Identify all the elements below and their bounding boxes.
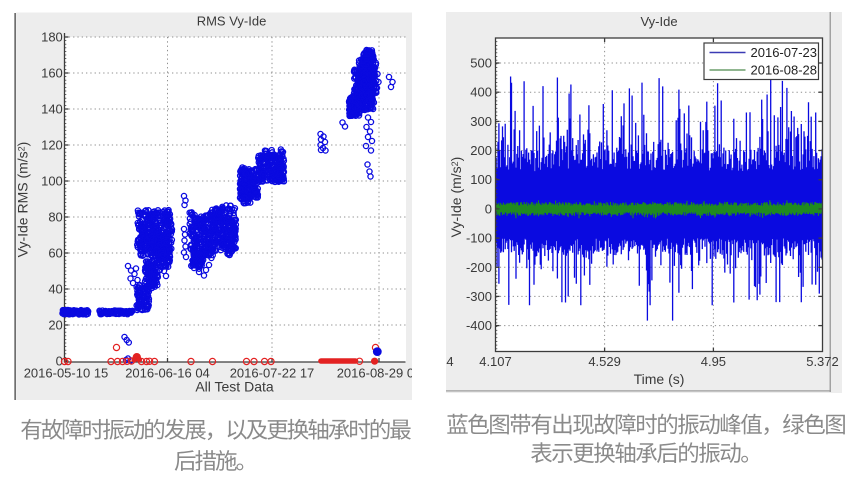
svg-text:0: 0 (56, 354, 63, 369)
svg-text:4: 4 (446, 354, 453, 369)
svg-text:Vy-Ide RMS (m/s2): Vy-Ide RMS (m/s2) (15, 142, 31, 258)
svg-text:120: 120 (41, 138, 63, 153)
svg-text:-300: -300 (466, 289, 492, 304)
svg-text:Time (s): Time (s) (634, 371, 685, 387)
svg-text:All Test Data: All Test Data (195, 379, 274, 395)
svg-text:160: 160 (41, 66, 63, 81)
svg-text:4.529: 4.529 (588, 354, 621, 369)
svg-text:2016-08-28: 2016-08-28 (751, 62, 818, 77)
svg-text:-400: -400 (466, 318, 492, 333)
svg-text:2016-05-10 15: 2016-05-10 15 (24, 366, 109, 381)
svg-text:2016-08-29 06: 2016-08-29 06 (337, 366, 422, 381)
svg-text:20: 20 (48, 318, 62, 333)
svg-text:140: 140 (41, 102, 63, 117)
svg-text:4.107: 4.107 (479, 354, 512, 369)
svg-text:-100: -100 (466, 231, 492, 246)
svg-text:500: 500 (470, 56, 492, 71)
svg-text:100: 100 (470, 172, 492, 187)
svg-text:0: 0 (485, 201, 492, 216)
svg-text:2016-07-22 17: 2016-07-22 17 (230, 366, 315, 381)
svg-text:Vy-Ide (m/s2): Vy-Ide (m/s2) (448, 157, 464, 238)
svg-text:300: 300 (470, 114, 492, 129)
svg-text:80: 80 (48, 210, 62, 225)
svg-text:4.95: 4.95 (701, 354, 726, 369)
svg-text:RMS Vy-Ide: RMS Vy-Ide (197, 14, 267, 29)
svg-text:100: 100 (41, 174, 63, 189)
svg-text:-200: -200 (466, 260, 492, 275)
svg-text:200: 200 (470, 143, 492, 158)
svg-text:40: 40 (48, 282, 62, 297)
svg-text:180: 180 (41, 30, 63, 45)
svg-text:400: 400 (470, 85, 492, 100)
svg-text:2016-06-16 04: 2016-06-16 04 (125, 366, 210, 381)
svg-text:2016-07-23: 2016-07-23 (751, 45, 818, 60)
svg-text:60: 60 (48, 246, 62, 261)
svg-text:Vy-Ide: Vy-Ide (640, 14, 677, 29)
svg-text:5.372: 5.372 (806, 354, 839, 369)
